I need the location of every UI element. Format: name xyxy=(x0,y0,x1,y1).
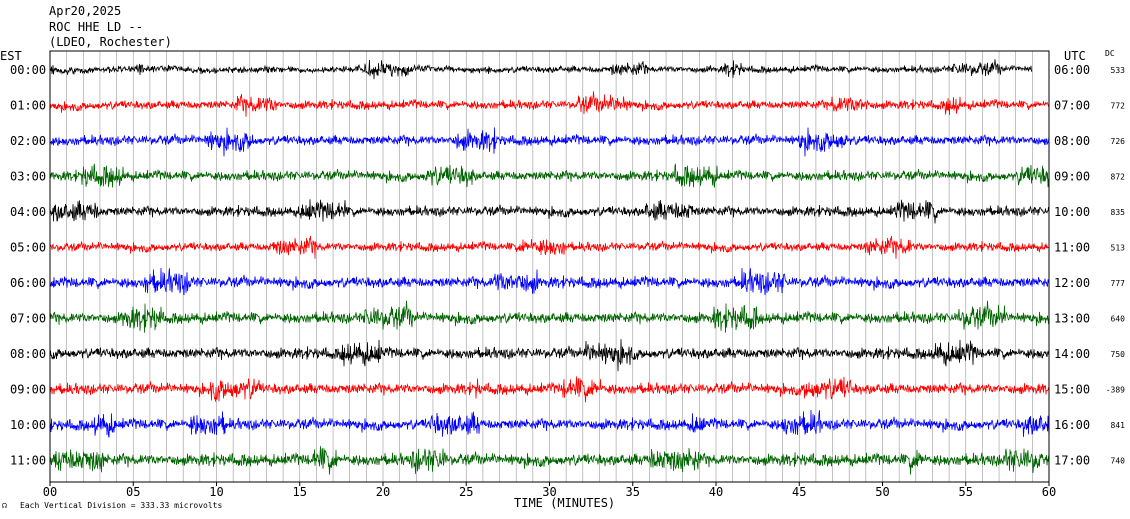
est-hour-label: 03:00 xyxy=(10,170,46,184)
utc-hour-label: 15:00 xyxy=(1054,383,1090,397)
trace-row xyxy=(49,339,1050,372)
dc-offset-value: 740 xyxy=(1111,457,1126,466)
header-date: Apr20,2025 xyxy=(49,4,121,18)
x-tick-label: 35 xyxy=(626,485,640,499)
station-mark: ☊ xyxy=(2,501,7,510)
utc-hour-label: 09:00 xyxy=(1054,170,1090,184)
utc-hour-label: 11:00 xyxy=(1054,241,1090,255)
utc-hour-label: 13:00 xyxy=(1054,312,1090,326)
utc-axis-label: UTC xyxy=(1064,49,1086,63)
utc-hour-label: 17:00 xyxy=(1054,454,1090,468)
dc-offset-value: 841 xyxy=(1111,421,1126,430)
trace-row xyxy=(49,446,1050,475)
grid xyxy=(66,51,1033,482)
x-tick-label: 00 xyxy=(43,485,57,499)
x-tick-label: 05 xyxy=(126,485,140,499)
trace-row xyxy=(49,127,1050,157)
trace-row xyxy=(49,163,1050,188)
header-station: ROC HHE LD -- xyxy=(49,20,143,34)
x-tick-label: 60 xyxy=(1042,485,1056,499)
est-hour-label: 09:00 xyxy=(10,383,46,397)
utc-hour-label: 08:00 xyxy=(1054,134,1090,148)
est-hour-label: 01:00 xyxy=(10,99,46,113)
dc-offset-value: 772 xyxy=(1111,102,1126,111)
x-tick-label: 50 xyxy=(875,485,889,499)
dc-offset-value: 872 xyxy=(1111,173,1126,182)
trace-row xyxy=(49,267,1050,296)
dc-offset-value: 835 xyxy=(1111,208,1126,217)
est-hour-label: 00:00 xyxy=(10,63,46,77)
x-tick-label: 25 xyxy=(459,485,473,499)
trace-row xyxy=(49,300,1050,333)
header-network: (LDEO, Rochester) xyxy=(49,35,172,49)
dc-offset-value: -389 xyxy=(1106,386,1125,395)
x-tick-label: 15 xyxy=(293,485,307,499)
row-labels: 00:00 06:00 533 01:00 07:00 772 02:00 08:00 726 0… xyxy=(10,63,1125,468)
est-hour-label: 05:00 xyxy=(10,241,46,255)
est-hour-label: 06:00 xyxy=(10,276,46,290)
utc-hour-label: 12:00 xyxy=(1054,276,1090,290)
est-axis-label: EST xyxy=(0,49,22,63)
x-tick-label: 55 xyxy=(959,485,973,499)
x-axis-ticks: 00 05 10 15 20 25 30 35 40 45 50 55 60 xyxy=(43,482,1056,499)
utc-hour-label: 10:00 xyxy=(1054,205,1090,219)
dc-offset-value: 513 xyxy=(1111,244,1126,253)
dc-column-label: DC xyxy=(1105,49,1115,58)
trace-row xyxy=(49,199,1050,224)
x-tick-label: 45 xyxy=(792,485,806,499)
x-tick-label: 20 xyxy=(376,485,390,499)
est-hour-label: 07:00 xyxy=(10,312,46,326)
utc-hour-label: 07:00 xyxy=(1054,99,1090,113)
trace-row xyxy=(49,376,1050,403)
dc-offset-value: 777 xyxy=(1111,279,1126,288)
dc-offset-value: 640 xyxy=(1111,315,1126,324)
dc-offset-value: 726 xyxy=(1111,137,1126,146)
plot-frame xyxy=(49,50,1050,483)
est-hour-label: 02:00 xyxy=(10,134,46,148)
est-hour-label: 10:00 xyxy=(10,418,46,432)
est-hour-label: 04:00 xyxy=(10,205,46,219)
x-tick-label: 40 xyxy=(709,485,723,499)
trace-row xyxy=(49,91,1050,117)
trace-row xyxy=(49,409,1050,438)
seismic-traces xyxy=(49,59,1050,475)
scale-note: Each Vertical Division = 333.33 microvol… xyxy=(20,501,222,510)
utc-hour-label: 16:00 xyxy=(1054,418,1090,432)
dc-offset-value: 533 xyxy=(1111,66,1126,75)
x-axis-title: TIME (MINUTES) xyxy=(514,496,615,510)
x-tick-label: 10 xyxy=(209,485,223,499)
trace-row xyxy=(49,59,1033,80)
x-tick-label: 30 xyxy=(542,485,556,499)
trace-row xyxy=(49,235,1050,259)
est-hour-label: 08:00 xyxy=(10,347,46,361)
est-hour-label: 11:00 xyxy=(10,454,46,468)
utc-hour-label: 14:00 xyxy=(1054,347,1090,361)
dc-offset-value: 750 xyxy=(1111,350,1126,359)
utc-hour-label: 06:00 xyxy=(1054,63,1090,77)
